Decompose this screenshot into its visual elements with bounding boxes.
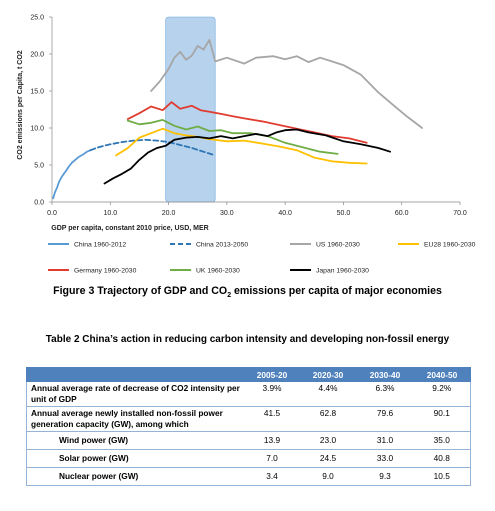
row-value: 33.0 [356, 449, 414, 468]
carbon-intensity-table: 2005-20 2020-30 2030-40 2040-50 Annual a… [26, 367, 471, 486]
table-row: Wind power (GW) 13.9 23.0 31.0 35.0 [26, 431, 471, 450]
table-header-cell [26, 367, 245, 382]
legend-label: Germany 1960-2030 [74, 268, 137, 275]
legend-label: UK 1960-2030 [196, 268, 240, 275]
row-label: Nuclear power (GW) [26, 467, 245, 486]
row-value: 7.0 [244, 449, 300, 468]
table-header-cell: 2020-30 [299, 367, 357, 382]
row-value: 9.3 [356, 467, 414, 486]
table-header-cell: 2030-40 [356, 367, 414, 382]
series-line-us-1960-2030 [150, 39, 424, 129]
row-value: 9.0 [299, 467, 357, 486]
co2-gdp-chart: 0.0 5.0 10.0 15.0 20.0 25.0 0.0 10.0 20.0 30.0 40.… [17, 15, 476, 275]
y-tick-label: 25.0 [30, 15, 44, 22]
x-axis-label: GDP per capita, constant 2010 price, USD… [51, 225, 208, 232]
row-value: 3.9% [244, 381, 300, 407]
row-value: 3.4 [244, 467, 300, 486]
row-label: Annual average rate of decrease of CO2 i… [26, 381, 245, 407]
x-tick-label: 70.0 [453, 210, 467, 217]
x-tick-label: 20.0 [162, 210, 176, 217]
row-value: 79.6 [356, 406, 414, 432]
y-tick-label: 15.0 [30, 89, 44, 96]
y-axis-label: CO2 emissions per Capita, t CO2 [17, 50, 24, 159]
table-row: Annual average rate of decrease of CO2 i… [26, 381, 471, 407]
row-value: 35.0 [413, 431, 471, 450]
row-label: Solar power (GW) [26, 449, 245, 468]
y-tick-label: 10.0 [30, 126, 44, 133]
figure-caption-subscript: 2 [227, 292, 232, 300]
x-tick-label: 30.0 [220, 210, 234, 217]
legend-label: China 2013-2050 [196, 242, 248, 249]
legend-label: EU28 1960-2030 [424, 242, 476, 249]
table-header-cell: 2040-50 [413, 367, 471, 382]
highlight-band [165, 16, 216, 203]
row-value: 10.5 [413, 467, 471, 486]
row-value: 62.8 [299, 406, 357, 432]
y-tick-label: 0.0 [34, 200, 44, 207]
series-line-germany-1960-2030 [126, 101, 368, 144]
series-line-eu28-1960-2030 [115, 127, 368, 165]
series-line-uk-1960-2030 [126, 119, 339, 155]
table-header-cell: 2005-20 [244, 367, 300, 382]
series-line-japan-1960-2030 [103, 128, 392, 185]
table-header-row: 2005-20 2020-30 2030-40 2040-50 [26, 367, 471, 382]
y-tick-label: 20.0 [30, 52, 44, 59]
table-row: Annual average newly installed non-fossi… [26, 406, 471, 432]
row-value: 31.0 [356, 431, 414, 450]
row-value: 6.3% [356, 381, 414, 407]
table-row: Solar power (GW) 7.0 24.5 33.0 40.8 [26, 449, 471, 468]
row-value: 4.4% [299, 381, 357, 407]
row-value: 13.9 [244, 431, 300, 450]
row-label: Annual average newly installed non-fossi… [26, 406, 245, 432]
table-row: Nuclear power (GW) 3.4 9.0 9.3 10.5 [26, 467, 471, 486]
table-caption: Table 2 China’s action in reducing carbo… [45, 334, 450, 345]
row-value: 24.5 [299, 449, 357, 468]
legend-label: US 1960-2030 [316, 242, 360, 249]
x-tick-label: 0.0 [47, 210, 57, 217]
row-value: 9.2% [413, 381, 471, 407]
row-label: Wind power (GW) [26, 431, 245, 450]
plot-area: 0.0 5.0 10.0 15.0 20.0 25.0 0.0 10.0 20.0 30.0 40.… [30, 15, 467, 218]
row-value: 40.8 [413, 449, 471, 468]
legend-label: Japan 1960-2030 [316, 268, 369, 275]
legend-label: China 1960-2012 [74, 242, 126, 249]
figure-caption-text-end: emissions per capita of major economies [231, 285, 442, 297]
row-value: 41.5 [244, 406, 300, 432]
x-tick-label: 50.0 [337, 210, 351, 217]
figure-caption: Figure 3 Trajectory of GDP and CO2 emiss… [0, 285, 495, 299]
x-tick-label: 60.0 [395, 210, 409, 217]
chart-legend: China 1960-2012 China 2013-2050 US 1960-20… [48, 242, 476, 275]
series-line-china-2013-2050 [89, 138, 217, 157]
row-value: 23.0 [299, 431, 357, 450]
y-tick-label: 5.0 [34, 163, 44, 170]
series-line-china-1960-2012 [52, 149, 92, 200]
figure-caption-text: Figure 3 Trajectory of GDP and CO [53, 285, 228, 297]
x-tick-label: 10.0 [103, 210, 117, 217]
x-tick-label: 40.0 [278, 210, 292, 217]
row-value: 90.1 [413, 406, 471, 432]
